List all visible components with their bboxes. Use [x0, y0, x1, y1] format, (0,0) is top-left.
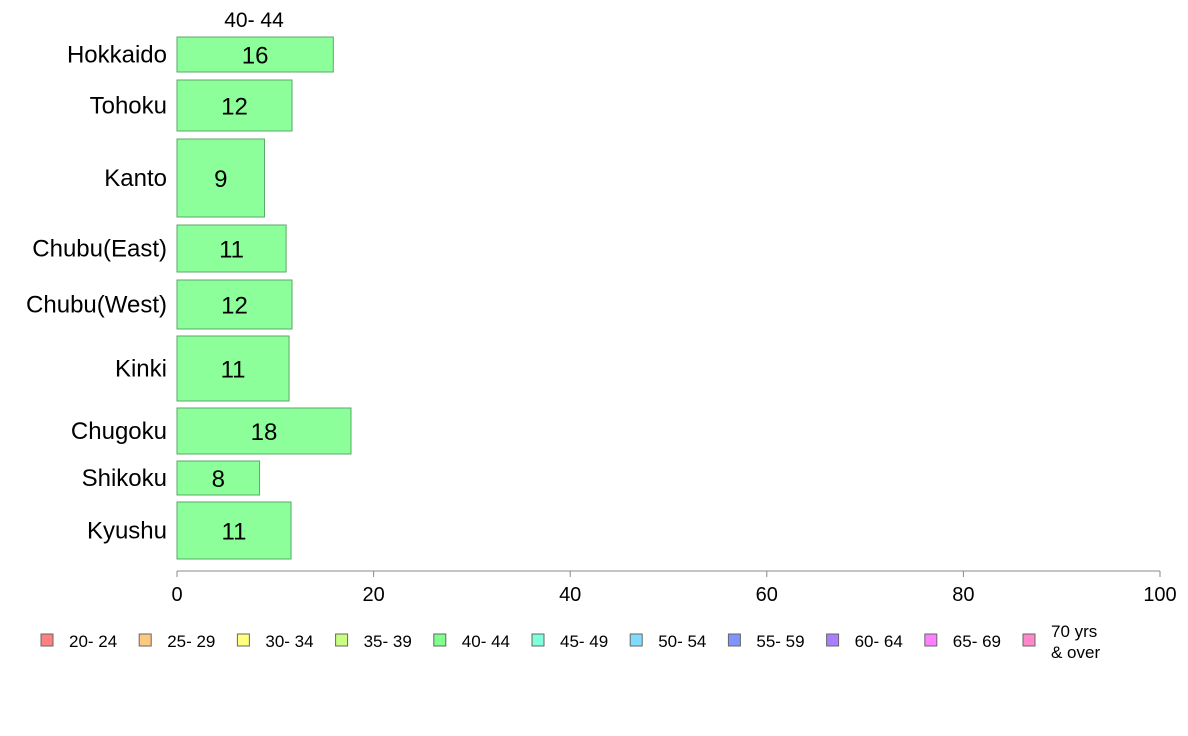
bar-shikoku — [176, 460, 261, 496]
bar-kanto — [176, 138, 265, 218]
data-label: 8 — [212, 466, 225, 493]
legend-item: 45- 49 — [531, 632, 608, 651]
bar-chubu-east — [176, 224, 287, 273]
data-label: 11 — [222, 519, 247, 546]
legend-swatch — [924, 633, 938, 647]
legend-label: 50- 54 — [658, 632, 706, 651]
bar-kinki — [176, 335, 290, 402]
category-label: Tohoku — [90, 93, 167, 120]
legend-label: 40- 44 — [462, 632, 510, 651]
data-label: 9 — [214, 166, 227, 193]
category-label: Hokkaido — [67, 42, 167, 69]
category-label: Shikoku — [82, 465, 167, 492]
legend-label: 60- 64 — [855, 632, 903, 651]
legend-item: 65- 69 — [924, 632, 1001, 651]
legend-item: 25- 29 — [138, 632, 215, 651]
data-label: 16 — [242, 43, 269, 70]
legend-label: 25- 29 — [167, 632, 215, 651]
legend-swatch — [531, 633, 545, 647]
data-label: 12 — [221, 94, 248, 121]
legend-label: 65- 69 — [953, 632, 1001, 651]
x-axis: 0 20 40 60 80 100 — [171, 570, 1177, 606]
bar-hokkaido — [176, 36, 334, 73]
bar-tohoku — [176, 79, 293, 132]
legend-item: 50- 54 — [629, 632, 706, 651]
legend-item: 35- 39 — [335, 632, 412, 651]
legend-item: 60- 64 — [826, 632, 903, 651]
category-label: Kanto — [104, 165, 167, 192]
legend-label: 70 yrs & over — [1051, 622, 1100, 662]
category-label: Kyushu — [87, 518, 167, 545]
x-tick-label: 40 — [559, 584, 581, 606]
x-tick-label: 80 — [952, 584, 974, 606]
legend-swatch — [1022, 633, 1036, 647]
category-label: Kinki — [115, 356, 167, 383]
x-tick-label: 0 — [171, 584, 182, 606]
legend-swatch — [433, 633, 447, 647]
data-label: 18 — [251, 419, 278, 446]
legend-item: 70 yrs & over — [1022, 622, 1100, 662]
legend-swatch — [727, 633, 741, 647]
legend-swatch — [826, 633, 840, 647]
legend-swatch — [629, 633, 643, 647]
legend-label: 20- 24 — [69, 632, 117, 651]
legend-swatch — [138, 633, 152, 647]
legend-item: 40- 44 — [433, 632, 510, 651]
legend-item: 55- 59 — [727, 632, 805, 651]
x-tick-label: 20 — [362, 584, 384, 606]
legend-swatch — [40, 633, 54, 647]
bar-chubu-west — [176, 279, 293, 330]
bar-kyushu — [176, 501, 292, 560]
legend: 20- 24 25- 29 30- 34 35- 39 40- 44 45- 49 50- … — [40, 622, 1100, 662]
bars: Hokkaido 16 Tohoku 12 Kanto 9 Chubu(East) 11 Chu… — [26, 36, 352, 560]
legend-label: 30- 34 — [265, 632, 313, 651]
legend-label: 35- 39 — [364, 632, 412, 651]
legend-swatch — [236, 633, 250, 647]
data-label: 11 — [219, 237, 244, 264]
legend-label: 55- 59 — [756, 632, 804, 651]
legend-item: 30- 34 — [236, 632, 314, 651]
data-label: 11 — [221, 357, 246, 384]
legend-label: 45- 49 — [560, 632, 608, 651]
x-tick-label: 60 — [756, 584, 778, 606]
category-label: Chubu(West) — [26, 292, 167, 319]
data-label: 12 — [221, 293, 248, 320]
x-tick-label: 100 — [1143, 584, 1176, 606]
legend-item: 20- 24 — [40, 632, 117, 651]
bar-chugoku — [176, 407, 352, 455]
category-label: Chubu(East) — [32, 236, 167, 263]
chart-title: 40- 44 — [224, 9, 284, 32]
legend-swatch — [335, 633, 349, 647]
category-label: Chugoku — [71, 418, 167, 445]
